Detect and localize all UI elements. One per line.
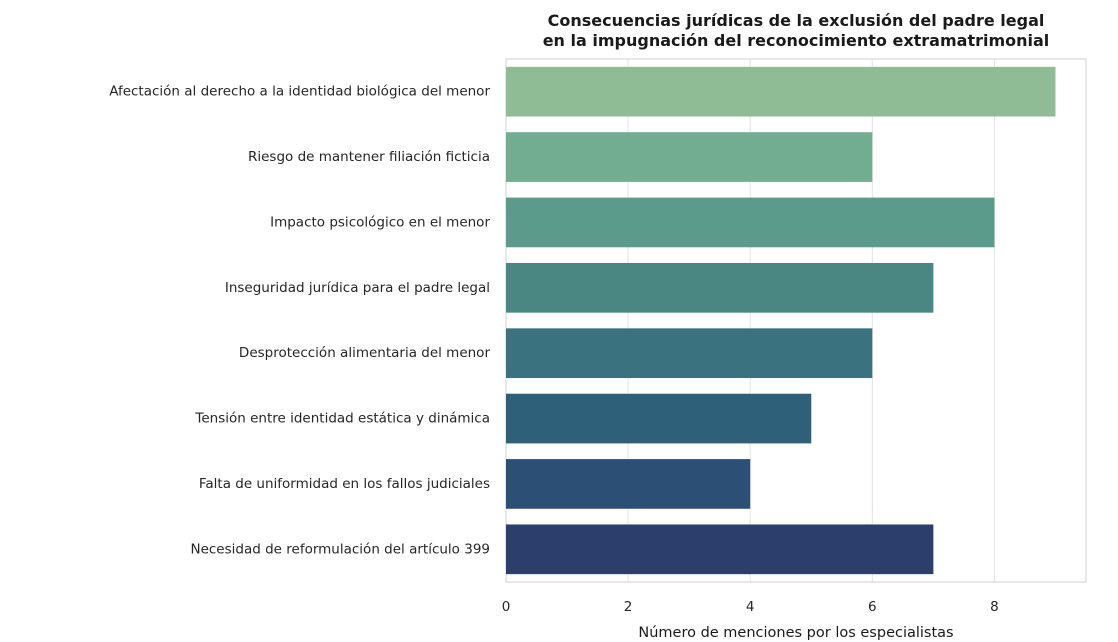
x-tick-label: 6 [868,599,877,615]
bar [506,262,934,313]
category-label: Inseguridad jurídica para el padre legal [225,280,490,296]
x-tick-label: 2 [624,599,633,615]
bar [506,328,873,379]
category-labels: Afectación al derecho a la identidad bio… [109,84,490,558]
plot-frame [505,58,1087,583]
chart-title-line-2: en la impugnación del reconocimiento ext… [543,31,1050,50]
x-tick-label: 0 [502,599,511,615]
x-tick-labels: 0 2 4 6 8 [502,599,999,615]
category-label: Impacto psicológico en el menor [270,214,490,230]
x-axis-label: Número de menciones por los especialista… [638,625,953,641]
x-tick-label: 8 [990,599,999,615]
bar [506,459,751,509]
bar [506,132,873,182]
bar [506,66,1056,117]
category-label: Afectación al derecho a la identidad bio… [109,84,490,100]
bar [506,197,995,248]
x-tick-label: 4 [746,599,755,615]
bar [506,393,812,444]
category-label: Desprotección alimentaria del menor [239,345,491,361]
category-label: Tensión entre identidad estática y dinám… [194,411,490,427]
category-label: Falta de uniformidad en los fallos judic… [199,476,490,492]
chart-title-line-1: Consecuencias jurídicas de la exclusión … [548,11,1045,30]
category-label: Necesidad de reformulación del artículo … [190,541,490,557]
bar [506,524,934,575]
bars [506,66,1056,575]
category-label: Riesgo de mantener filiación ficticia [248,149,490,165]
